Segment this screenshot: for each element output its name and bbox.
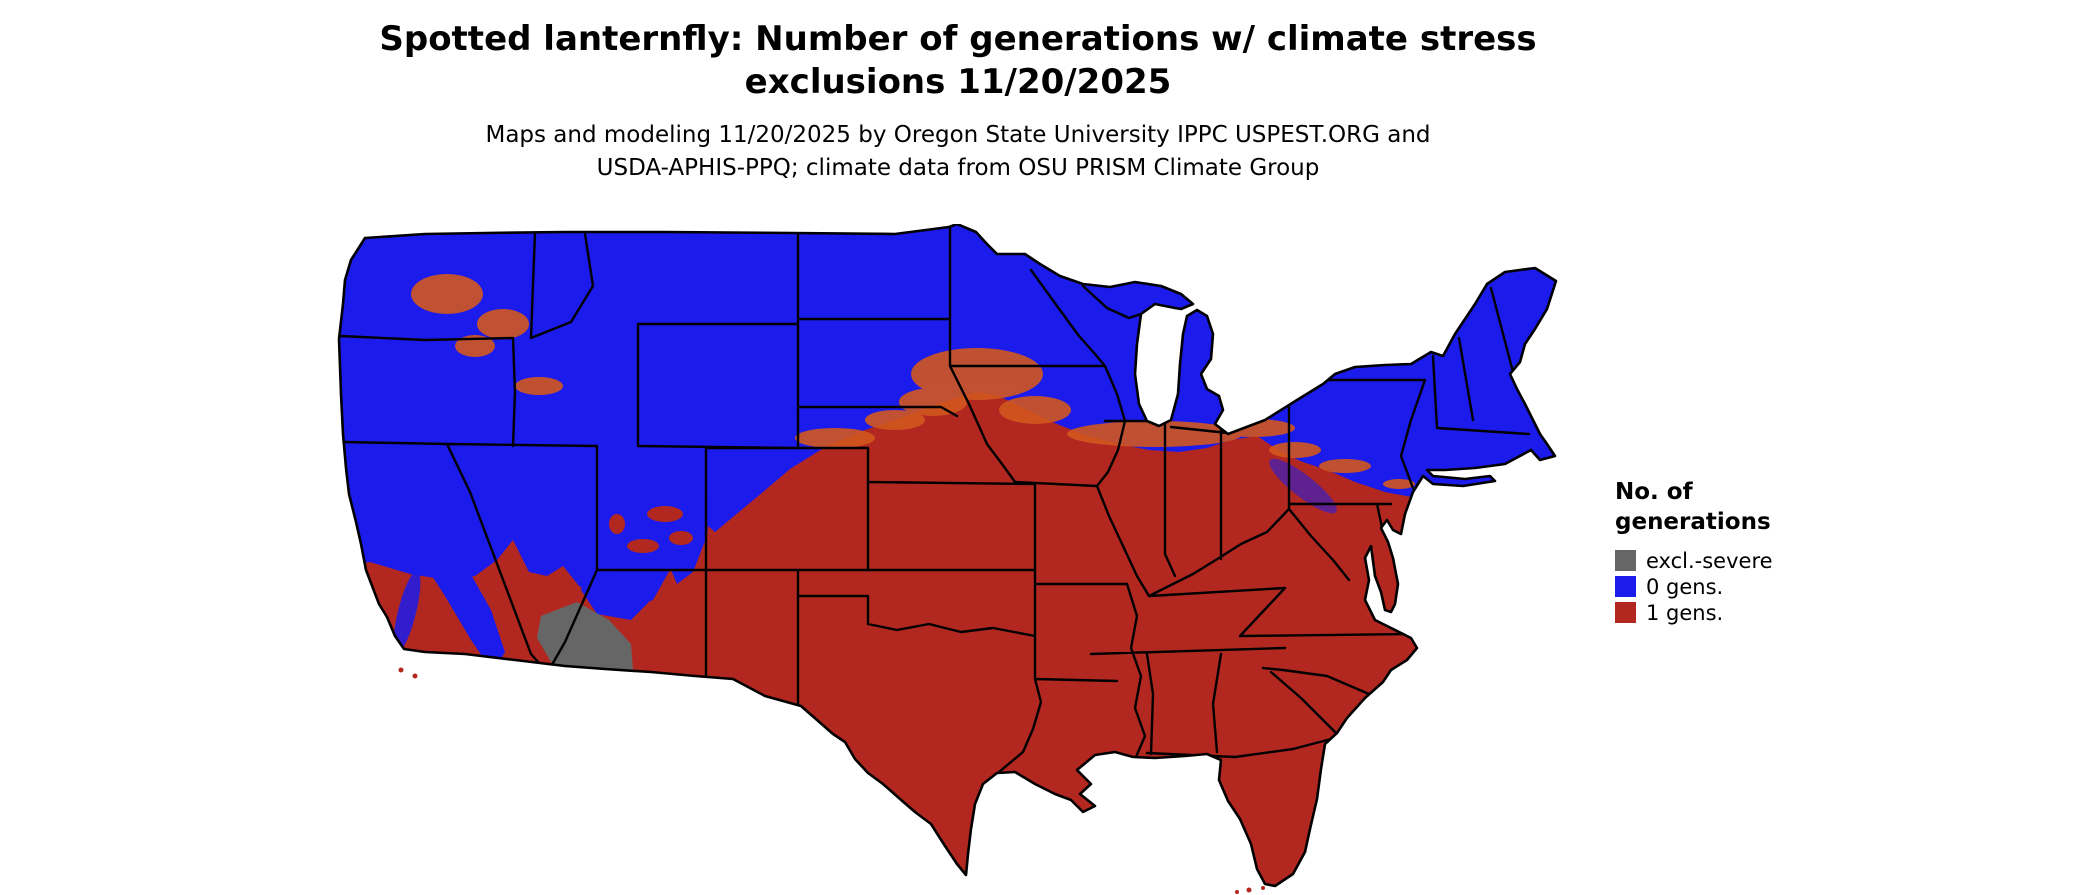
excl-severe-swatch <box>1615 550 1636 572</box>
map-subtitle-line1: Maps and modeling 11/20/2025 by Oregon S… <box>485 122 1431 148</box>
legend: No. of generations excl.-severe 0 gens. … <box>1615 478 1855 626</box>
legend-item-zero-gens: 0 gens. <box>1615 574 1855 600</box>
one-gen-swatch <box>1615 602 1636 624</box>
us-generations-map <box>335 224 1575 895</box>
header: Spotted lanternfly: Number of generation… <box>0 18 1916 186</box>
legend-item-excl-severe: excl.-severe <box>1615 548 1855 574</box>
map-subtitle-line2: USDA-APHIS-PPQ; climate data from OSU PR… <box>596 155 1320 182</box>
one-gen-label: 1 gens. <box>1646 600 1724 625</box>
coast-range-sliver <box>393 571 421 653</box>
map-title-line2: exclusions 11/20/2025 <box>744 61 1172 102</box>
legend-item-one-gen: 1 gens. <box>1615 600 1855 626</box>
map-subtitle: Maps and modeling 11/20/2025 by Oregon S… <box>0 119 1916 186</box>
offshore-islands <box>398 667 1265 894</box>
legend-title: No. of generations <box>1615 478 1855 538</box>
legend-title-line1: No. of <box>1615 479 1693 505</box>
zero-gens-swatch <box>1615 576 1636 598</box>
state-borders <box>339 224 1531 774</box>
appalachian-ridge-patch <box>1269 458 1337 514</box>
map-title: Spotted lanternfly: Number of generation… <box>0 18 1916 103</box>
excl-severe-label: excl.-severe <box>1646 548 1773 573</box>
sierra-nevada-patch <box>423 536 505 672</box>
legend-title-line2: generations <box>1615 508 1771 535</box>
map-title-line1: Spotted lanternfly: Number of generation… <box>379 19 1537 59</box>
zero-gen-mountain-patches <box>393 456 1337 672</box>
us-outline <box>337 224 1558 888</box>
severe-exclusion-region <box>537 602 633 684</box>
zero-gens-label: 0 gens. <box>1646 574 1724 599</box>
mogollon-rim-patch <box>581 572 649 620</box>
transition-speckles <box>411 274 1493 489</box>
us-map-svg <box>337 224 1558 894</box>
canyon-speckles <box>609 506 693 553</box>
rockies-patch <box>657 456 711 584</box>
legend-items: excl.-severe 0 gens. 1 gens. <box>1615 548 1855 626</box>
